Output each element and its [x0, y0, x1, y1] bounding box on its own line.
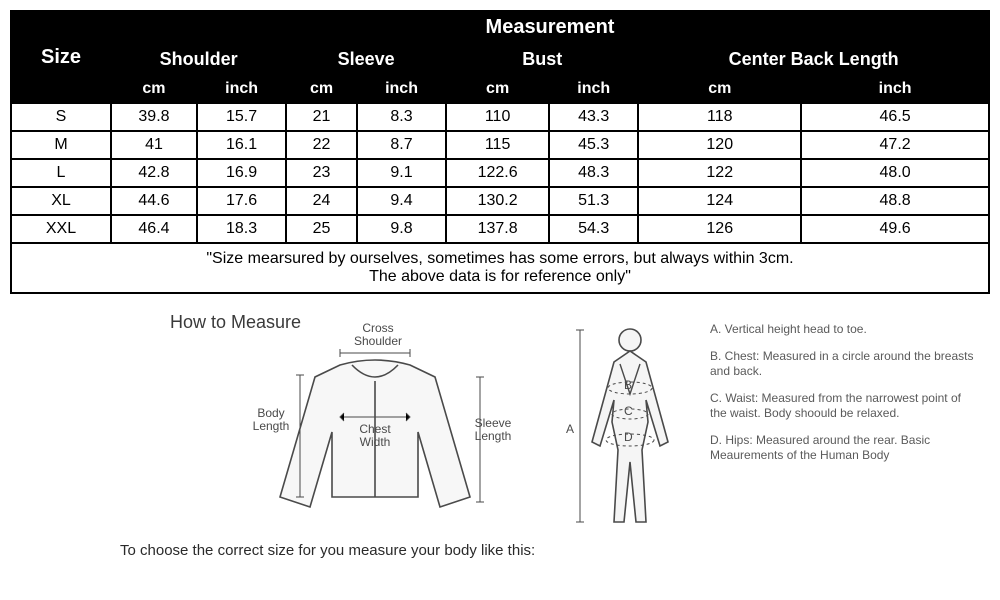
value-cell: 21 [286, 103, 357, 131]
figure-a: A [566, 422, 574, 436]
table-row: L42.816.9239.1122.648.312248.0 [11, 159, 989, 187]
legend-d: D. Hips: Measured around the rear. Basic… [710, 433, 980, 463]
value-cell: 18.3 [197, 215, 286, 243]
value-cell: 120 [638, 131, 801, 159]
value-cell: 15.7 [197, 103, 286, 131]
value-cell: 124 [638, 187, 801, 215]
figure-c: C [624, 404, 633, 418]
value-cell: 8.3 [357, 103, 446, 131]
value-cell: 137.8 [446, 215, 549, 243]
legend-a: A. Vertical height head to toe. [710, 322, 980, 337]
value-cell: 51.3 [549, 187, 638, 215]
value-cell: 47.2 [801, 131, 989, 159]
figure-b: B [624, 378, 632, 392]
body-figure: A B C D [570, 322, 690, 532]
label-sleeve-length: SleeveLength [468, 417, 518, 443]
how-to-measure-section: How to Measure [10, 312, 990, 572]
value-cell: 17.6 [197, 187, 286, 215]
value-cell: 130.2 [446, 187, 549, 215]
size-header: Size [11, 11, 111, 103]
unit-cell: cm [446, 75, 549, 103]
group-bust: Bust [446, 44, 638, 75]
value-cell: 9.8 [357, 215, 446, 243]
value-cell: 44.6 [111, 187, 197, 215]
legend-b: B. Chest: Measured in a circle around th… [710, 349, 980, 379]
value-cell: 8.7 [357, 131, 446, 159]
value-cell: 54.3 [549, 215, 638, 243]
value-cell: 24 [286, 187, 357, 215]
value-cell: 48.8 [801, 187, 989, 215]
howto-title: How to Measure [170, 312, 301, 333]
howto-bottom-text: To choose the correct size for you measu… [120, 542, 535, 559]
value-cell: 23 [286, 159, 357, 187]
table-row: M4116.1228.711545.312047.2 [11, 131, 989, 159]
unit-cell: inch [549, 75, 638, 103]
unit-cell: cm [111, 75, 197, 103]
note-line1: "Size mearsured by ourselves, sometimes … [206, 250, 793, 267]
value-cell: 110 [446, 103, 549, 131]
unit-cell: inch [197, 75, 286, 103]
value-cell: 42.8 [111, 159, 197, 187]
group-center-back: Center Back Length [638, 44, 989, 75]
value-cell: 122.6 [446, 159, 549, 187]
table-body: S39.815.7218.311043.311846.5M4116.1228.7… [11, 103, 989, 243]
legend-c: C. Waist: Measured from the narrowest po… [710, 391, 980, 421]
group-shoulder: Shoulder [111, 44, 286, 75]
unit-cell: cm [638, 75, 801, 103]
label-body-length: BodyLength [246, 407, 296, 433]
value-cell: 118 [638, 103, 801, 131]
value-cell: 41 [111, 131, 197, 159]
value-cell: 126 [638, 215, 801, 243]
value-cell: 48.3 [549, 159, 638, 187]
value-cell: 39.8 [111, 103, 197, 131]
figure-d: D [624, 430, 633, 444]
value-cell: 43.3 [549, 103, 638, 131]
table-row: XL44.617.6249.4130.251.312448.8 [11, 187, 989, 215]
size-cell: XL [11, 187, 111, 215]
table-row: XXL46.418.3259.8137.854.312649.6 [11, 215, 989, 243]
measurement-header: Measurement [111, 11, 989, 44]
label-chest-width: ChestWidth [352, 423, 398, 449]
size-cell: XXL [11, 215, 111, 243]
label-cross-shoulder: CrossShoulder [348, 322, 408, 348]
value-cell: 9.4 [357, 187, 446, 215]
unit-cell: inch [801, 75, 989, 103]
value-cell: 25 [286, 215, 357, 243]
value-cell: 49.6 [801, 215, 989, 243]
value-cell: 9.1 [357, 159, 446, 187]
value-cell: 16.1 [197, 131, 286, 159]
size-cell: M [11, 131, 111, 159]
value-cell: 48.0 [801, 159, 989, 187]
group-sleeve: Sleeve [286, 44, 446, 75]
size-cell: L [11, 159, 111, 187]
note-cell: "Size mearsured by ourselves, sometimes … [11, 243, 989, 293]
unit-header-row: cm inch cm inch cm inch cm inch [11, 75, 989, 103]
value-cell: 115 [446, 131, 549, 159]
value-cell: 122 [638, 159, 801, 187]
measurement-legend: A. Vertical height head to toe. B. Chest… [710, 322, 980, 475]
unit-cell: inch [357, 75, 446, 103]
value-cell: 16.9 [197, 159, 286, 187]
note-line2: The above data is for reference only" [369, 268, 631, 285]
value-cell: 45.3 [549, 131, 638, 159]
shirt-diagram: CrossShoulder BodyLength ChestWidth Slee… [240, 337, 510, 517]
value-cell: 46.5 [801, 103, 989, 131]
group-header-row: Shoulder Sleeve Bust Center Back Length [11, 44, 989, 75]
unit-cell: cm [286, 75, 357, 103]
table-row: S39.815.7218.311043.311846.5 [11, 103, 989, 131]
value-cell: 46.4 [111, 215, 197, 243]
value-cell: 22 [286, 131, 357, 159]
size-measurement-table: Size Measurement Shoulder Sleeve Bust Ce… [10, 10, 990, 294]
size-cell: S [11, 103, 111, 131]
